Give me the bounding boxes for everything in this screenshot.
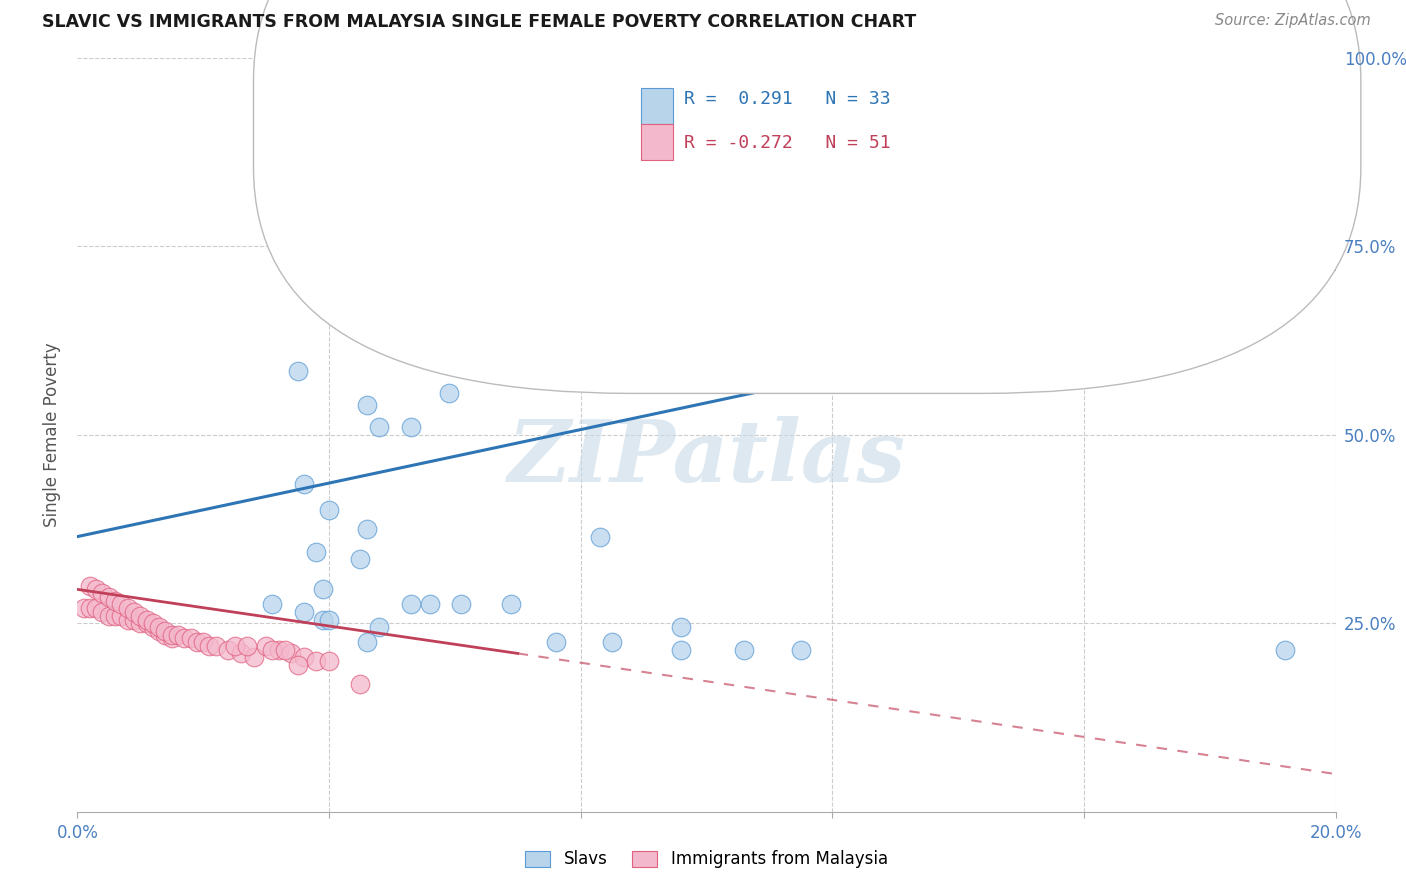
Point — [110, 598, 132, 612]
Point — [254, 639, 277, 653]
Point — [287, 657, 309, 672]
Point — [312, 613, 335, 627]
Point — [155, 627, 177, 641]
Point — [122, 613, 145, 627]
Point — [356, 398, 378, 412]
Point — [399, 598, 422, 612]
Point — [160, 627, 183, 641]
Point — [356, 635, 378, 649]
Point — [671, 620, 693, 634]
Point — [72, 601, 94, 615]
Y-axis label: Single Female Poverty: Single Female Poverty — [44, 343, 62, 527]
Point — [305, 544, 328, 558]
Point — [450, 598, 472, 612]
Point — [349, 552, 371, 566]
Point — [191, 635, 215, 649]
Point — [142, 620, 165, 634]
Point — [135, 613, 157, 627]
Text: SLAVIC VS IMMIGRANTS FROM MALAYSIA SINGLE FEMALE POVERTY CORRELATION CHART: SLAVIC VS IMMIGRANTS FROM MALAYSIA SINGL… — [42, 13, 917, 31]
Point — [91, 586, 114, 600]
Point — [242, 650, 264, 665]
Point — [280, 262, 302, 277]
Point — [236, 639, 259, 653]
Point — [671, 642, 693, 657]
Point — [180, 632, 202, 646]
Point — [229, 647, 252, 661]
Point — [142, 616, 165, 631]
Point — [79, 601, 101, 615]
Point — [79, 579, 101, 593]
Point — [198, 639, 221, 653]
Point — [91, 605, 114, 619]
Text: Source: ZipAtlas.com: Source: ZipAtlas.com — [1215, 13, 1371, 29]
Bar — [641, 124, 672, 160]
Legend: Slavs, Immigrants from Malaysia: Slavs, Immigrants from Malaysia — [519, 844, 894, 875]
Point — [318, 654, 340, 668]
Point — [600, 635, 623, 649]
Point — [262, 598, 284, 612]
Point — [117, 601, 139, 615]
Text: ZIPatlas: ZIPatlas — [508, 416, 905, 500]
Point — [790, 642, 813, 657]
Point — [84, 601, 107, 615]
Point — [368, 620, 391, 634]
Point — [97, 590, 120, 604]
Point — [267, 642, 290, 657]
Point — [368, 420, 391, 434]
Point — [204, 639, 226, 653]
Point — [104, 593, 127, 607]
Point — [280, 51, 302, 65]
Point — [274, 642, 297, 657]
Point — [280, 647, 302, 661]
Point — [135, 616, 157, 631]
Point — [1274, 642, 1296, 657]
Point — [262, 642, 284, 657]
Point — [155, 624, 177, 638]
Point — [356, 522, 378, 536]
Point — [292, 650, 315, 665]
Point — [305, 654, 328, 668]
Point — [122, 605, 145, 619]
Point — [97, 608, 120, 623]
Point — [419, 598, 441, 612]
Point — [292, 605, 315, 619]
Point — [425, 186, 447, 201]
Point — [349, 676, 371, 690]
Point — [117, 613, 139, 627]
FancyBboxPatch shape — [253, 0, 1361, 393]
Point — [287, 364, 309, 378]
Point — [318, 503, 340, 517]
Point — [217, 642, 239, 657]
Point — [129, 608, 152, 623]
Point — [733, 642, 755, 657]
Text: R = -0.272   N = 51: R = -0.272 N = 51 — [683, 134, 890, 153]
Point — [501, 598, 523, 612]
Point — [167, 627, 190, 641]
Point — [312, 582, 335, 597]
Point — [588, 530, 610, 544]
Point — [399, 420, 422, 434]
Point — [292, 476, 315, 491]
Bar — [641, 88, 672, 124]
Point — [437, 386, 460, 401]
Point — [110, 608, 132, 623]
Point — [224, 639, 246, 653]
Text: R =  0.291   N = 33: R = 0.291 N = 33 — [683, 90, 890, 109]
Point — [84, 582, 107, 597]
Point — [544, 635, 567, 649]
Point — [160, 632, 183, 646]
Point — [173, 632, 195, 646]
Point — [186, 635, 208, 649]
Point — [129, 616, 152, 631]
Point — [456, 51, 478, 65]
Point — [318, 613, 340, 627]
Point — [148, 624, 170, 638]
Point — [104, 608, 127, 623]
Point — [148, 620, 170, 634]
